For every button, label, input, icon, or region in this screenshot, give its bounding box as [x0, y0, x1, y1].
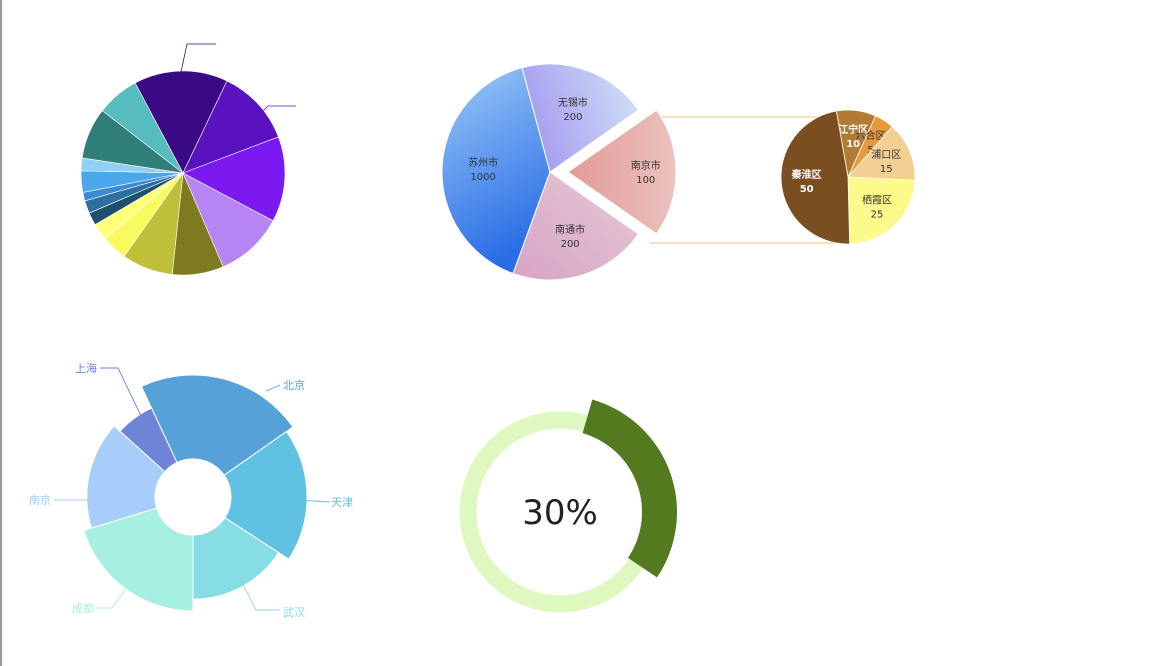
city-slice-name: 苏州市 [468, 156, 498, 169]
rose-slice-label: 北京 [283, 378, 305, 392]
district-slice-name: 六合区 [856, 129, 886, 142]
district-slice-value: 10 [846, 139, 860, 150]
city-slice-2[interactable] [567, 109, 677, 235]
district-slice-value: 50 [800, 184, 814, 195]
rose-slice-5[interactable] [119, 407, 178, 473]
rose-leader-line [265, 384, 281, 392]
rose-leader-line [100, 367, 144, 421]
city-slice-name: 无锡市 [558, 96, 588, 109]
city-pie-chart: 苏州市 1000 无锡市 200 南京市 100 南通市 200 [441, 63, 677, 281]
rose-slice-label: 南京 [29, 493, 51, 507]
city-slice-name: 南通市 [555, 223, 585, 236]
gauge-percent-label: 30% [522, 493, 598, 533]
color-pie-slice-3[interactable] [182, 172, 274, 268]
rose-slice-label: 成都 [72, 602, 94, 615]
rose-slice-1[interactable] [223, 430, 308, 560]
rose-leader-line [237, 574, 280, 611]
gauge-progress-arc [582, 399, 678, 578]
rose-slice-0[interactable] [140, 374, 294, 476]
district-slice-name: 浦口区 [871, 148, 901, 161]
city-slice-1[interactable] [521, 63, 640, 173]
city-slice-value: 200 [561, 239, 580, 250]
color-pie-leader-lines [180, 43, 296, 113]
left-border-rule [0, 0, 2, 666]
rose-slice-label: 天津 [331, 496, 353, 509]
rose-slice-2[interactable] [192, 517, 280, 600]
district-slice-value: 5 [867, 145, 873, 156]
city-slice-value: 200 [563, 112, 582, 123]
rose-slice-label: 武汉 [283, 606, 305, 619]
city-slice-value: 1000 [470, 172, 495, 183]
rose-leader-line [96, 582, 131, 609]
rose-slice-3[interactable] [83, 507, 194, 612]
district-slice-name: 秦淮区 [791, 168, 822, 181]
city-slice-value: 100 [636, 175, 655, 186]
leader-line-1 [180, 43, 216, 73]
district-slice-value: 15 [880, 164, 893, 175]
district-slice-2[interactable] [847, 126, 916, 181]
color-pie-slice-14[interactable] [101, 82, 184, 174]
color-pie-chart [80, 70, 286, 276]
district-slice-3[interactable] [847, 176, 916, 245]
color-pie-slice-1[interactable] [182, 80, 279, 174]
progress-gauge: 30% [459, 399, 678, 613]
rose-slice-4[interactable] [86, 425, 166, 529]
city-slice-0[interactable] [441, 67, 551, 275]
leader-line-2 [261, 105, 296, 113]
color-pie-slice-2[interactable] [182, 136, 286, 222]
district-slice-value: 25 [871, 210, 884, 221]
district-slice-name: 江宁区 [838, 123, 868, 136]
rose-leader-line [295, 499, 331, 503]
rose-slice-label: 上海 [75, 361, 97, 375]
district-slice-name: 栖霞区 [862, 194, 892, 207]
color-pie-slice-0[interactable] [134, 70, 228, 174]
city-slice-3[interactable] [512, 171, 640, 281]
city-slice-name: 南京市 [631, 159, 661, 172]
district-slice-4[interactable] [780, 110, 851, 245]
